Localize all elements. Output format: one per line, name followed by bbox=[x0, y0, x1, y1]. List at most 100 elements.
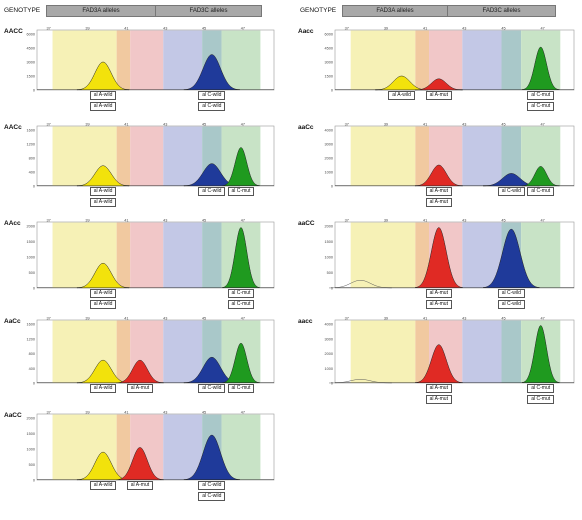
allele-bin-band bbox=[429, 30, 463, 90]
allele-call-group: al C-mut bbox=[221, 187, 261, 196]
allele-call-label: al A-wild bbox=[89, 289, 117, 298]
x-tick-label: 43 bbox=[163, 317, 167, 321]
header-right: GENOTYPE FAD3A alleles FAD3C alleles bbox=[300, 5, 580, 17]
allele-call-group: al A-mut al A-mut bbox=[419, 384, 459, 404]
x-tick-label: 43 bbox=[163, 123, 167, 127]
allele-call-label: al A-wild bbox=[89, 481, 117, 490]
allele-call-group: al A-wild bbox=[382, 91, 422, 100]
x-tick-label: 37 bbox=[47, 317, 51, 321]
x-tick-label: 37 bbox=[345, 219, 349, 223]
y-tick-label: 0 bbox=[331, 89, 333, 93]
x-tick-label: 47 bbox=[241, 411, 245, 415]
y-tick-label: 2000 bbox=[27, 417, 35, 421]
genotype-label: aacc bbox=[298, 318, 313, 325]
allele-call-label: al C-wild bbox=[198, 187, 226, 196]
x-tick-label: 37 bbox=[47, 123, 51, 127]
x-tick-label: 47 bbox=[541, 27, 545, 31]
allele-call-group: al A-mut bbox=[419, 91, 459, 100]
x-tick-label: 45 bbox=[202, 317, 206, 321]
allele-bin-band bbox=[163, 222, 203, 288]
x-tick-label: 39 bbox=[384, 317, 388, 321]
x-tick-label: 47 bbox=[541, 123, 545, 127]
y-tick-label: 3000 bbox=[325, 61, 333, 65]
x-tick-label: 41 bbox=[423, 27, 427, 31]
allele-call-group: al A-wild al A-wild bbox=[83, 91, 123, 111]
peak-c-mut bbox=[222, 147, 260, 187]
allele-call-label: al C-mut bbox=[227, 300, 255, 309]
peak-c-mut bbox=[222, 227, 260, 288]
header-left: GENOTYPE FAD3A alleles FAD3C alleles bbox=[4, 5, 274, 17]
y-tick-label: 0 bbox=[33, 89, 35, 93]
x-tick-label: 37 bbox=[47, 27, 51, 31]
allele-bin-band bbox=[350, 320, 416, 383]
peak-a-mut bbox=[414, 344, 463, 384]
genotype-label: Aacc bbox=[298, 28, 314, 35]
x-tick-label: 41 bbox=[423, 219, 427, 223]
allele-call-label: al C-mut bbox=[527, 395, 555, 404]
x-tick-label: 45 bbox=[202, 411, 206, 415]
x-tick-label: 45 bbox=[202, 27, 206, 31]
allele-call-group: al A-mut bbox=[120, 481, 160, 490]
allele-bin-band bbox=[501, 126, 522, 186]
allele-call-label: al C-wild bbox=[198, 384, 226, 393]
allele-bin-band bbox=[163, 320, 203, 383]
peak-c-wild bbox=[183, 434, 240, 480]
y-tick-label: 800 bbox=[29, 352, 35, 356]
allele-call-label: al C-mut bbox=[227, 187, 255, 196]
allele-bin-band bbox=[130, 30, 164, 90]
allele-call-label: al A-wild bbox=[89, 187, 117, 196]
y-tick-label: 0 bbox=[33, 185, 35, 189]
allele-call-label: al C-mut bbox=[527, 187, 555, 196]
y-tick-label: 1600 bbox=[27, 129, 35, 133]
x-tick-label: 43 bbox=[462, 317, 466, 321]
allele-call-label: al A-wild bbox=[89, 102, 117, 111]
allele-call-label: al A-mut bbox=[425, 384, 452, 393]
y-tick-label: 0 bbox=[33, 287, 35, 291]
x-tick-label: 41 bbox=[124, 317, 128, 321]
allele-bin-band bbox=[415, 30, 430, 90]
y-tick-label: 4500 bbox=[325, 47, 333, 51]
x-tick-label: 37 bbox=[345, 317, 349, 321]
x-tick-label: 43 bbox=[163, 27, 167, 31]
allele-call-label: al A-mut bbox=[425, 91, 452, 100]
allele-bin-band bbox=[163, 414, 203, 480]
allele-bin-band bbox=[462, 30, 502, 90]
y-tick-label: 2000 bbox=[325, 157, 333, 161]
x-tick-label: 41 bbox=[124, 219, 128, 223]
allele-bin-band bbox=[501, 30, 522, 90]
x-tick-label: 43 bbox=[163, 411, 167, 415]
y-tick-label: 1000 bbox=[325, 367, 333, 371]
genotype-label: AaCC bbox=[4, 412, 22, 419]
peak-a-mut bbox=[116, 447, 164, 481]
allele-call-label: al C-mut bbox=[227, 384, 255, 393]
chromatogram-plot: 0 500 1000 1500 2000 37 39 41 43 45 47 bbox=[27, 411, 275, 483]
x-tick-label: 43 bbox=[163, 219, 167, 223]
genotype-label: AaCc bbox=[4, 318, 21, 325]
x-tick-label: 47 bbox=[541, 219, 545, 223]
allele-call-label: al A-mut bbox=[126, 481, 154, 490]
x-tick-label: 39 bbox=[85, 411, 89, 415]
chromatogram-panel: Aacc 0 1500 3000 4500 6000 37 39 41 43 45 47 al A-wi… bbox=[298, 26, 580, 130]
y-tick-label: 500 bbox=[29, 463, 35, 467]
y-tick-label: 1500 bbox=[325, 75, 333, 79]
peak-a-wild bbox=[76, 61, 130, 91]
allele-call-label: al C-wild bbox=[497, 289, 525, 298]
y-tick-label: 3000 bbox=[27, 61, 35, 65]
peak-a-mut bbox=[414, 164, 463, 187]
allele-bin-band bbox=[202, 222, 222, 288]
y-tick-label: 500 bbox=[327, 271, 333, 275]
x-tick-label: 47 bbox=[241, 317, 245, 321]
y-tick-label: 4000 bbox=[325, 129, 333, 133]
peak-a-wild bbox=[329, 379, 392, 384]
allele-call-label: al A-wild bbox=[388, 91, 415, 100]
chromatogram-plot: 0 500 1000 1500 2000 37 39 41 43 45 47 bbox=[325, 219, 575, 291]
y-tick-label: 1500 bbox=[325, 240, 333, 244]
y-tick-label: 0 bbox=[331, 382, 333, 386]
peak-c-wild bbox=[483, 228, 540, 288]
allele-bin-band bbox=[116, 126, 131, 186]
y-tick-label: 6000 bbox=[27, 33, 35, 37]
y-tick-label: 0 bbox=[331, 185, 333, 189]
chromatogram-plot: 0 1000 2000 3000 4000 37 39 41 43 45 47 bbox=[325, 123, 575, 189]
y-tick-label: 1200 bbox=[27, 143, 35, 147]
x-tick-label: 39 bbox=[85, 219, 89, 223]
